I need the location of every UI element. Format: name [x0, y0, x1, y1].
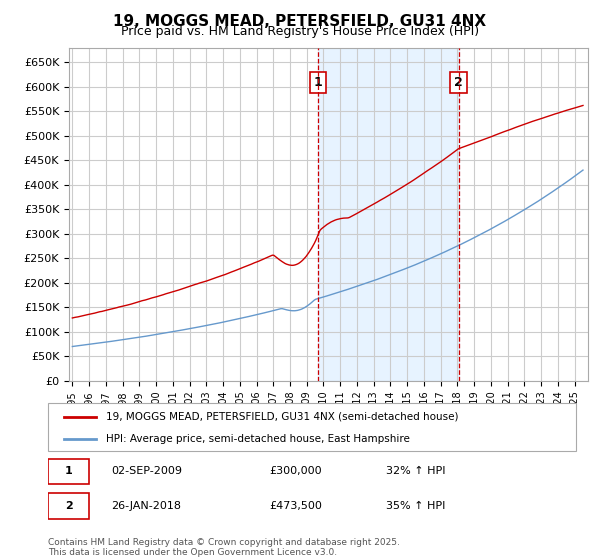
Text: Price paid vs. HM Land Registry's House Price Index (HPI): Price paid vs. HM Land Registry's House … [121, 25, 479, 38]
FancyBboxPatch shape [48, 459, 89, 484]
Text: HPI: Average price, semi-detached house, East Hampshire: HPI: Average price, semi-detached house,… [106, 434, 410, 444]
Text: £300,000: £300,000 [270, 466, 322, 477]
Text: 2: 2 [65, 501, 73, 511]
Text: Contains HM Land Registry data © Crown copyright and database right 2025.
This d: Contains HM Land Registry data © Crown c… [48, 538, 400, 557]
Text: 26-JAN-2018: 26-JAN-2018 [112, 501, 181, 511]
FancyBboxPatch shape [48, 403, 576, 451]
Text: 1: 1 [65, 466, 73, 477]
Text: 19, MOGGS MEAD, PETERSFIELD, GU31 4NX (semi-detached house): 19, MOGGS MEAD, PETERSFIELD, GU31 4NX (s… [106, 412, 458, 422]
Text: 1: 1 [314, 76, 322, 89]
Text: £473,500: £473,500 [270, 501, 323, 511]
Text: 19, MOGGS MEAD, PETERSFIELD, GU31 4NX: 19, MOGGS MEAD, PETERSFIELD, GU31 4NX [113, 14, 487, 29]
Text: 2: 2 [454, 76, 463, 89]
Text: 35% ↑ HPI: 35% ↑ HPI [386, 501, 445, 511]
Bar [318, 48, 458, 381]
Text: 32% ↑ HPI: 32% ↑ HPI [386, 466, 445, 477]
Text: 02-SEP-2009: 02-SEP-2009 [112, 466, 182, 477]
FancyBboxPatch shape [48, 493, 89, 519]
